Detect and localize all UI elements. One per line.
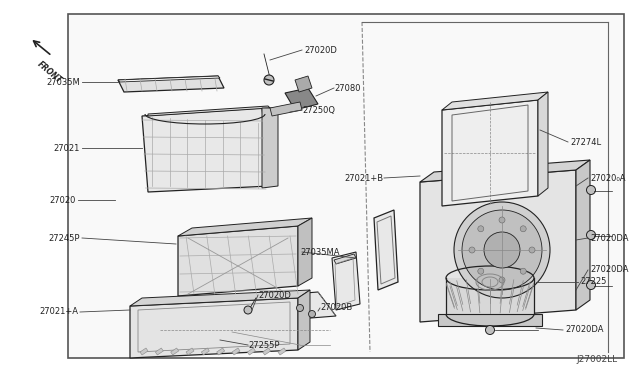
Polygon shape <box>202 348 209 355</box>
Text: 27020B: 27020B <box>320 304 352 312</box>
Text: 27035MA: 27035MA <box>300 247 339 257</box>
Text: 27250Q: 27250Q <box>302 106 335 115</box>
Text: 27021+A: 27021+A <box>39 308 78 317</box>
Polygon shape <box>438 314 542 326</box>
Text: 27225: 27225 <box>580 278 606 286</box>
Text: FRONT: FRONT <box>36 60 64 86</box>
Text: 27020DA: 27020DA <box>590 234 628 243</box>
Circle shape <box>478 268 484 274</box>
Polygon shape <box>298 218 312 286</box>
Circle shape <box>296 305 303 311</box>
Circle shape <box>586 280 595 289</box>
Polygon shape <box>217 348 225 355</box>
Polygon shape <box>295 76 312 92</box>
Circle shape <box>264 75 274 85</box>
Polygon shape <box>334 254 356 264</box>
Text: 27020D: 27020D <box>304 45 337 55</box>
Circle shape <box>499 217 505 223</box>
Polygon shape <box>442 100 538 206</box>
Circle shape <box>486 326 495 334</box>
Polygon shape <box>270 102 302 116</box>
Circle shape <box>529 247 535 253</box>
Circle shape <box>499 277 505 283</box>
Text: 27020D: 27020D <box>258 291 291 299</box>
Polygon shape <box>576 160 590 310</box>
Text: 27021: 27021 <box>54 144 80 153</box>
Text: 27035M: 27035M <box>46 77 80 87</box>
Polygon shape <box>118 76 224 92</box>
Polygon shape <box>262 108 278 188</box>
Polygon shape <box>262 348 271 355</box>
Polygon shape <box>420 160 590 182</box>
Circle shape <box>520 226 526 232</box>
Polygon shape <box>156 348 163 355</box>
Text: J27002LL: J27002LL <box>577 356 618 365</box>
Polygon shape <box>178 218 312 236</box>
Circle shape <box>586 186 595 195</box>
Circle shape <box>520 268 526 274</box>
Polygon shape <box>247 348 255 355</box>
Polygon shape <box>374 210 398 290</box>
Text: 27021+B: 27021+B <box>345 173 384 183</box>
Circle shape <box>469 247 475 253</box>
Text: 27020DA: 27020DA <box>590 266 628 275</box>
Bar <box>68 14 624 358</box>
Polygon shape <box>232 348 240 355</box>
Polygon shape <box>298 290 310 350</box>
Polygon shape <box>142 292 336 330</box>
Circle shape <box>478 226 484 232</box>
Polygon shape <box>278 348 286 355</box>
Polygon shape <box>285 88 318 110</box>
Polygon shape <box>130 290 310 306</box>
Polygon shape <box>332 252 360 310</box>
Text: 27020₀A: 27020₀A <box>590 173 625 183</box>
Polygon shape <box>538 92 548 196</box>
Polygon shape <box>178 226 298 296</box>
Polygon shape <box>142 108 270 192</box>
Circle shape <box>454 202 550 298</box>
Text: 27274L: 27274L <box>570 138 601 147</box>
Polygon shape <box>420 170 576 322</box>
Text: 27020DA: 27020DA <box>565 326 604 334</box>
Polygon shape <box>446 278 534 314</box>
Text: 27080: 27080 <box>334 83 360 93</box>
Circle shape <box>484 232 520 268</box>
Circle shape <box>308 311 316 317</box>
Polygon shape <box>130 298 298 358</box>
Circle shape <box>244 306 252 314</box>
Polygon shape <box>442 92 548 110</box>
Polygon shape <box>148 106 270 116</box>
Polygon shape <box>171 348 179 355</box>
Polygon shape <box>118 76 220 82</box>
Polygon shape <box>186 348 194 355</box>
Circle shape <box>462 210 542 290</box>
Text: 27245P: 27245P <box>49 234 80 243</box>
Text: 27255P: 27255P <box>248 340 280 350</box>
Polygon shape <box>140 348 148 355</box>
Text: 27020: 27020 <box>50 196 76 205</box>
Circle shape <box>586 231 595 240</box>
